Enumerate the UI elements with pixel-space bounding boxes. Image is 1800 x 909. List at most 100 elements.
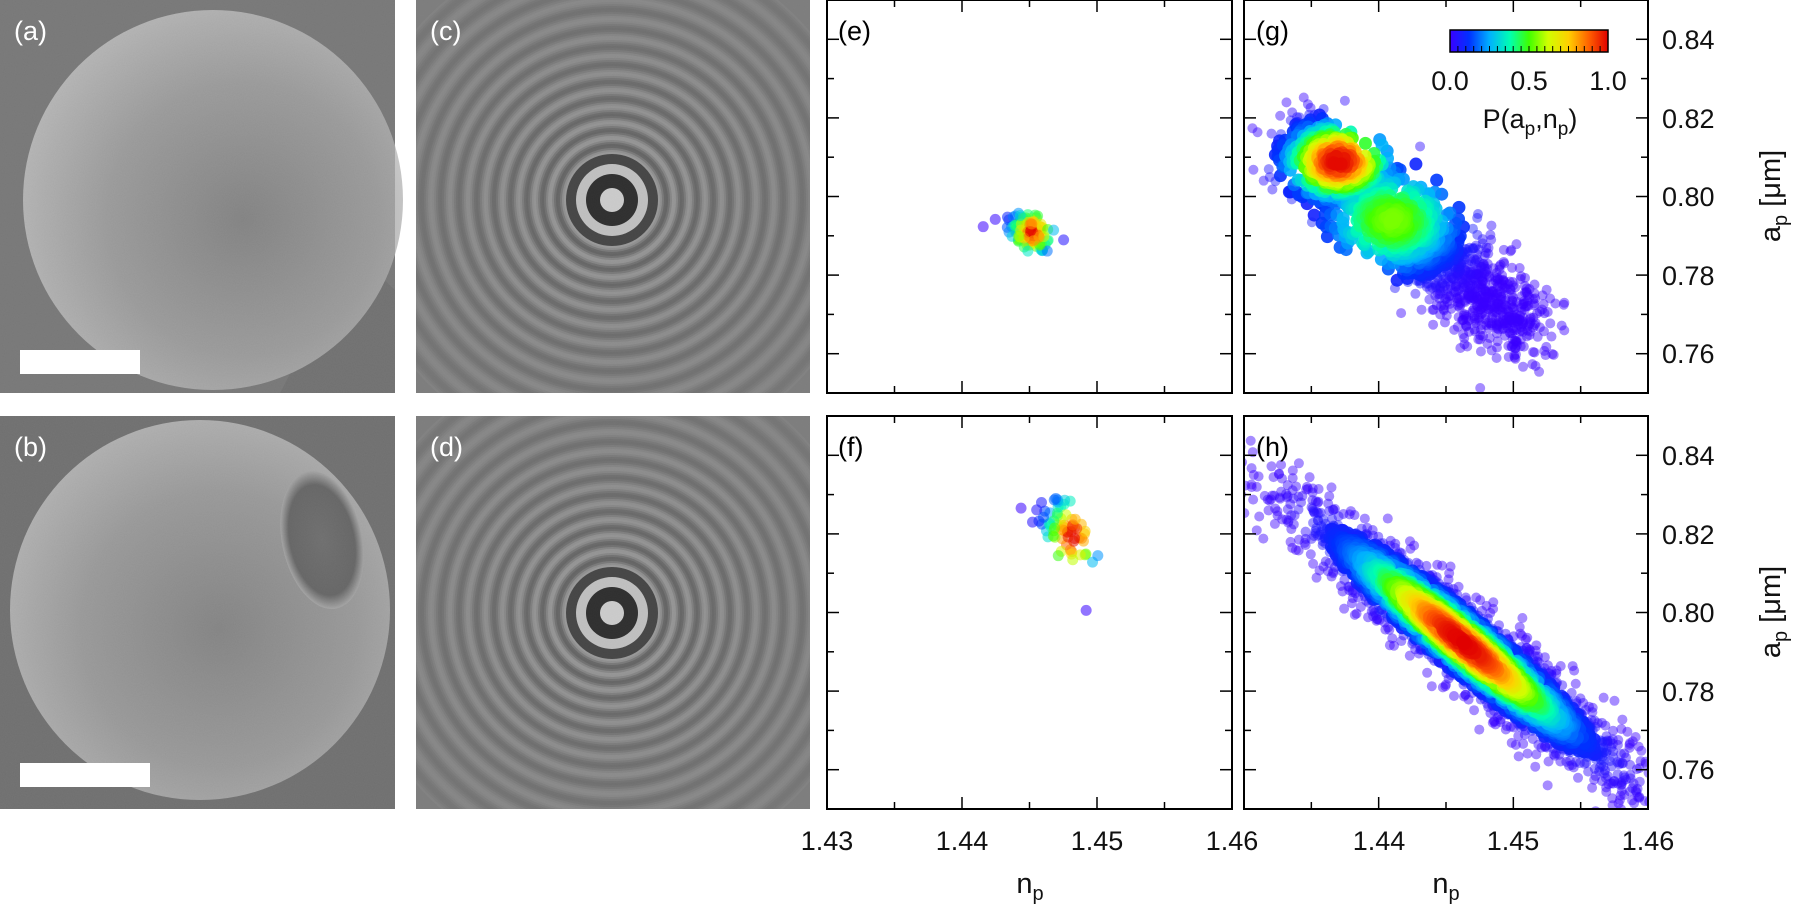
density-point <box>1246 479 1257 490</box>
density-point <box>1615 757 1626 768</box>
density-point <box>1612 778 1623 789</box>
density-point <box>1314 565 1325 576</box>
density-point <box>1248 164 1259 175</box>
density-point <box>1287 107 1298 118</box>
density-point <box>1543 756 1554 767</box>
density-point <box>1328 568 1339 579</box>
density-point <box>1453 268 1464 279</box>
density-point <box>1486 234 1497 245</box>
density-point <box>1471 269 1482 280</box>
density-point <box>1587 782 1598 793</box>
density-point <box>1500 724 1511 735</box>
density-point <box>1355 601 1366 612</box>
panel-label-e: (e) <box>838 16 871 46</box>
density-point <box>1516 325 1527 336</box>
density-point <box>1475 330 1486 341</box>
density-point <box>1495 291 1506 302</box>
density-point <box>1649 792 1659 802</box>
density-point <box>1492 321 1503 332</box>
density-point <box>1508 631 1519 642</box>
density-point <box>1467 275 1478 286</box>
density-point <box>1515 310 1526 321</box>
density-point <box>1287 485 1298 496</box>
density-point <box>1263 505 1274 516</box>
density-point <box>1568 762 1579 773</box>
density-point <box>1509 335 1520 346</box>
density-point <box>1422 667 1433 678</box>
density-point <box>1468 293 1479 304</box>
density-point <box>1464 242 1475 253</box>
density-point <box>1483 242 1494 253</box>
density-point <box>1286 524 1297 535</box>
density-point <box>1573 772 1584 783</box>
density-point <box>1674 826 1684 836</box>
density-point <box>1488 263 1499 274</box>
data-point <box>989 213 1001 225</box>
density-point <box>1507 323 1518 334</box>
density-point <box>1617 776 1628 787</box>
density-point <box>1530 360 1541 371</box>
density-point <box>1487 313 1498 324</box>
density-point <box>1409 157 1423 171</box>
density-point <box>1519 729 1530 740</box>
density-point <box>1467 267 1478 278</box>
density-point <box>1481 600 1492 611</box>
density-point <box>1311 507 1322 518</box>
density-point <box>1282 491 1293 502</box>
density-point <box>1425 284 1436 295</box>
density-point <box>1479 314 1490 325</box>
density-point <box>1651 798 1661 808</box>
density-point <box>1578 697 1589 708</box>
density-point <box>1369 607 1380 618</box>
density-point <box>1594 762 1605 773</box>
density-point <box>1599 737 1610 748</box>
density-point <box>1454 262 1465 273</box>
density-point <box>1500 296 1511 307</box>
density-point <box>1559 325 1570 336</box>
density-point <box>1612 769 1623 780</box>
density-point <box>1625 759 1636 770</box>
density-point <box>1441 293 1452 304</box>
density-point <box>1471 291 1482 302</box>
density-point <box>1507 277 1518 288</box>
density-point <box>1315 507 1326 518</box>
density-point <box>1516 630 1527 641</box>
density-point <box>1429 277 1440 288</box>
data-point <box>1035 497 1047 509</box>
density-point <box>1511 336 1522 347</box>
density-point <box>1520 301 1531 312</box>
density-point <box>1463 694 1474 705</box>
density-point <box>1491 328 1502 339</box>
density-point <box>1472 249 1483 260</box>
density-point <box>1495 294 1506 305</box>
density-point <box>1490 719 1501 730</box>
density-point <box>1450 286 1461 297</box>
y-tick-0.80-top: 0.80 <box>1662 182 1715 212</box>
density-point <box>1466 286 1477 297</box>
density-point <box>1483 292 1494 303</box>
density-point <box>1459 308 1470 319</box>
density-point <box>1712 830 1722 840</box>
density-point <box>1450 281 1461 292</box>
density-point <box>1532 308 1543 319</box>
density-point <box>1529 288 1540 299</box>
data-point <box>1059 494 1071 506</box>
density-point <box>1608 778 1619 789</box>
density-point <box>1605 756 1616 767</box>
density-point <box>1498 275 1509 286</box>
density-point <box>1522 632 1533 643</box>
density-point <box>1462 273 1473 284</box>
density-point <box>1474 300 1485 311</box>
density-point <box>1427 304 1438 315</box>
density-point <box>1482 259 1493 270</box>
density-point <box>1495 716 1506 727</box>
density-point <box>1502 305 1513 316</box>
density-point <box>1505 285 1516 296</box>
density-point <box>1465 253 1476 264</box>
density-point <box>1616 804 1627 809</box>
density-point <box>1471 278 1482 289</box>
density-point <box>1347 587 1358 598</box>
density-point <box>1472 294 1483 305</box>
density-point <box>1328 505 1339 516</box>
density-point <box>1662 814 1672 824</box>
